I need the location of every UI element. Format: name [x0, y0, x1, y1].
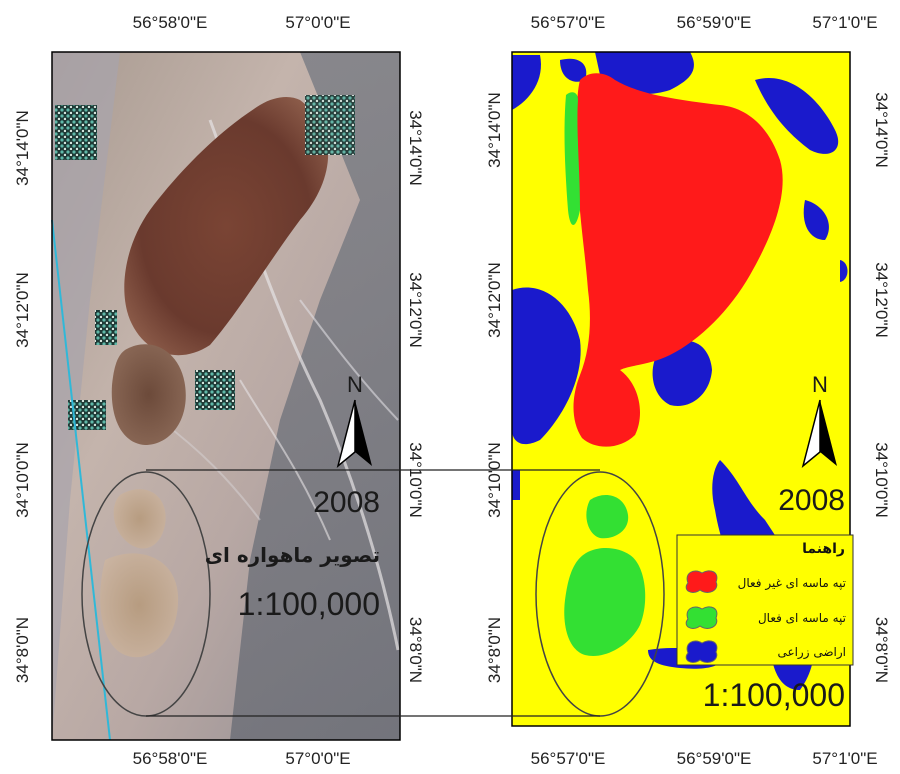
small-dune-area: [111, 344, 186, 445]
active-dune-area-1: [586, 495, 629, 539]
left-outer-lat-2: 34°12'0"N: [13, 272, 32, 348]
left-year-label: 2008: [313, 486, 380, 519]
right-top-lon-3: 57°1'0"E: [812, 13, 877, 32]
right-inner-lat-4: 34°8'0"N: [485, 617, 504, 683]
legend-swatch-active: [685, 606, 718, 629]
left-top-lon-2: 57°0'0"E: [285, 13, 350, 32]
legend-label-active: تپه ماسه ای فعال: [758, 611, 846, 625]
left-inner-lat-3: 34°10'0"N: [406, 442, 425, 518]
large-dune-area: [124, 97, 329, 356]
right-bottom-lon-2: 56°59'0"E: [677, 749, 752, 768]
left-north-letter: N: [347, 372, 363, 397]
left-outer-lat-3: 34°10'0"N: [13, 442, 32, 518]
left-outer-lat-4: 34°8'0"N: [13, 617, 32, 683]
left-top-lon-1: 56°58'0"E: [133, 13, 208, 32]
right-outer-lat-4: 34°8'0"N: [872, 617, 891, 683]
right-top-lon-1: 56°57'0"E: [531, 13, 606, 32]
farm-patch-3: [95, 310, 117, 345]
right-north-arrow: N: [801, 372, 837, 469]
satellite-map: [51, 51, 401, 741]
satellite-image-caption: تصویر ماهواره ای: [205, 543, 380, 567]
legend-swatch-agriculture: [685, 640, 718, 663]
farm-patch-1: [55, 105, 97, 160]
right-inner-lat-3: 34°10'0"N: [485, 442, 504, 518]
right-inner-lat-2: 34°12'0"N: [485, 262, 504, 338]
right-outer-lat-1: 34°14'0"N: [872, 92, 891, 168]
legend-label-agriculture: اراضی زراعی: [777, 645, 846, 660]
right-bottom-lon-3: 57°1'0"E: [812, 749, 877, 768]
inactive-dune-area: [573, 73, 783, 447]
active-dune-area-2: [564, 548, 646, 656]
right-top-lon-2: 56°59'0"E: [677, 13, 752, 32]
left-outer-lat-1: 34°14'0"N: [13, 110, 32, 186]
farm-patch-2: [305, 95, 355, 155]
farm-patch-4: [195, 370, 235, 410]
right-bottom-lon-1: 56°57'0"E: [531, 749, 606, 768]
legend-title: راهنما: [802, 541, 845, 557]
legend-label-inactive: تپه ماسه ای غیر فعال: [738, 576, 846, 591]
active-dune-edge: [564, 92, 580, 225]
left-north-arrow: N: [336, 372, 372, 469]
legend: راهنما تپه ماسه ای غیر فعال تپه ماسه ای …: [676, 534, 854, 666]
right-north-letter: N: [812, 372, 828, 397]
left-scale-label: 1:100,000: [238, 586, 380, 622]
left-inner-lat-1: 34°14'0"N: [406, 110, 425, 186]
right-year-label: 2008: [778, 484, 845, 517]
right-scale-label: 1:100,000: [703, 677, 845, 713]
left-bottom-lon-2: 57°0'0"E: [285, 749, 350, 768]
right-outer-lat-3: 34°10'0"N: [872, 442, 891, 518]
road-line: [51, 219, 111, 741]
right-outer-lat-2: 34°12'0"N: [872, 262, 891, 338]
left-inner-lat-4: 34°8'0"N: [406, 617, 425, 683]
legend-swatch-inactive: [685, 570, 718, 593]
right-inner-lat-1: 34°14'0"N: [485, 92, 504, 168]
left-inner-lat-2: 34°12'0"N: [406, 272, 425, 348]
left-bottom-lon-1: 56°58'0"E: [133, 749, 208, 768]
